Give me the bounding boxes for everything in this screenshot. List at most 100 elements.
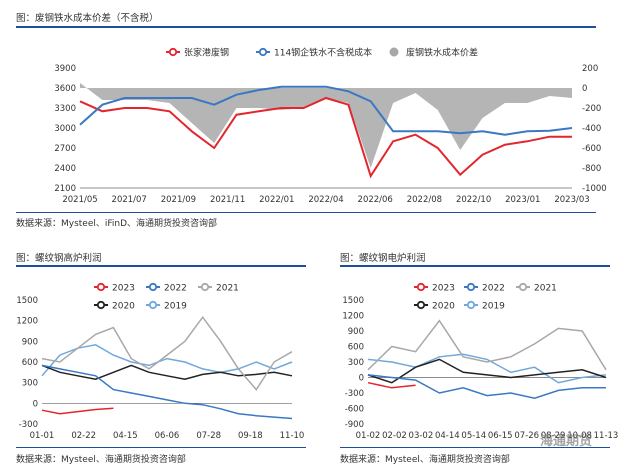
left-y-tick-label: 1200 <box>16 317 38 327</box>
right-legend-label-2023: 2023 <box>432 284 455 294</box>
left-legend-label-2020: 2020 <box>112 302 135 312</box>
top-chart-rule <box>16 26 596 28</box>
legend-label-2: 废钢铁水成本价差 <box>406 47 478 59</box>
left-series-2022 <box>41 364 293 420</box>
y-right-tick-label: 0 <box>582 84 587 94</box>
y-left-tick-label: 3900 <box>54 64 76 74</box>
right-y-tick-label: -600 <box>345 405 364 415</box>
y-left-tick-label: 2700 <box>54 144 76 154</box>
right-chart-bottom-rule <box>340 447 610 448</box>
x-tick-label: 2023/03 <box>554 195 589 205</box>
x-tick-label: 2022/08 <box>407 195 442 205</box>
right-y-tick-label: -900 <box>345 420 364 430</box>
left-x-tick-label: 06-06 <box>155 431 180 441</box>
right-x-tick-label: 11-13 <box>594 431 619 441</box>
right-legend-label-2021: 2021 <box>534 284 557 294</box>
left-chart-bottom-rule <box>16 447 306 448</box>
left-x-tick-label: 02-22 <box>71 431 96 441</box>
x-tick-label: 2022/06 <box>358 195 393 205</box>
x-tick-label: 2023/01 <box>505 195 540 205</box>
right-series-2019 <box>367 353 607 384</box>
right-x-tick-label: 03-02 <box>409 431 434 441</box>
y-right-tick-label: -1000 <box>582 184 607 194</box>
right-x-tick-label: 02-02 <box>382 431 407 441</box>
right-legend-label-2020: 2020 <box>432 302 455 312</box>
right-series-2021 <box>367 319 607 371</box>
right-series-2020 <box>367 358 607 384</box>
left-y-tick-label: 600 <box>22 358 38 368</box>
x-tick-label: 2022/04 <box>308 195 343 205</box>
left-x-tick-label: 01-01 <box>30 431 55 441</box>
right-x-tick-label: 05-14 <box>461 431 486 441</box>
left-y-tick-label: 300 <box>22 379 38 389</box>
top-chart-source: 数据来源：Mysteel、iFinD、海通期货投资咨询部 <box>16 219 218 229</box>
right-y-tick-label: 600 <box>348 343 364 353</box>
left-chart-caption: 图：螺纹钢高炉利润 <box>16 253 102 264</box>
right-x-tick-label: 07-26 <box>514 431 539 441</box>
y-left-tick-label: 3000 <box>54 124 76 134</box>
right-chart-caption: 图：螺纹钢电炉利润 <box>340 253 426 264</box>
left-legend-label-2023: 2023 <box>112 284 135 294</box>
x-tick-label: 2022/10 <box>456 195 491 205</box>
left-y-tick-label: -300 <box>19 420 38 430</box>
top-chart-bottom-rule <box>16 212 596 213</box>
right-x-tick-label: 10-08 <box>567 431 592 441</box>
x-tick-label: 2022/01 <box>259 195 294 205</box>
right-chart-rule <box>340 265 610 267</box>
x-tick-label: 2021/05 <box>62 195 97 205</box>
left-y-tick-label: 1500 <box>16 296 38 306</box>
left-y-tick-label: 900 <box>22 337 38 347</box>
right-series-2022 <box>367 374 606 399</box>
right-series-2023 <box>367 381 416 389</box>
y-right-tick-label: 200 <box>582 64 598 74</box>
right-legend-marker-2022 <box>466 282 476 292</box>
left-x-tick-label: 09-18 <box>238 431 263 441</box>
y-right-tick-label: -400 <box>582 124 601 134</box>
left-legend-marker-2023 <box>96 282 106 292</box>
left-legend-marker-2019 <box>148 300 158 310</box>
left-series-2021 <box>41 315 293 391</box>
legend-label-1: 114钢企铁水不含税成本 <box>274 47 372 59</box>
y-right-tick-label: -200 <box>582 104 601 114</box>
left-series-2023 <box>41 407 114 415</box>
series-line-hotmetal <box>79 85 573 136</box>
right-x-tick-label: 06-15 <box>488 431 513 441</box>
right-legend-marker-2023 <box>416 282 426 292</box>
right-legend-label-2022: 2022 <box>482 284 505 294</box>
left-series-2019 <box>41 344 293 377</box>
watermark-logo: 海通期货 <box>540 434 593 449</box>
series-line-scrap <box>79 96 572 179</box>
y-left-tick-label: 3600 <box>54 84 76 94</box>
left-y-tick-label: 0 <box>33 399 38 409</box>
y-left-tick-label: 2400 <box>54 164 76 174</box>
top-chart-caption: 图：废钢铁水成本价差（不含税） <box>16 13 159 24</box>
right-y-tick-label: 0 <box>359 374 364 384</box>
y-right-tick-label: -800 <box>582 164 601 174</box>
legend-marker-0 <box>168 47 178 57</box>
right-x-tick-label: 08-29 <box>541 431 566 441</box>
left-chart-source: 数据来源：Mysteel、海通期货投资咨询部 <box>16 455 186 465</box>
right-legend-marker-2019 <box>466 300 476 310</box>
x-tick-label: 2021/11 <box>210 195 245 205</box>
x-tick-label: 2021/09 <box>161 195 196 205</box>
left-x-tick-label: 11-10 <box>280 431 305 441</box>
left-legend-label-2019: 2019 <box>164 302 187 312</box>
left-legend-marker-2022 <box>148 282 158 292</box>
left-x-tick-label: 04-15 <box>113 431 138 441</box>
right-y-tick-label: 1500 <box>342 296 364 306</box>
legend-marker-1 <box>258 47 268 57</box>
y-right-tick-label: -600 <box>582 144 601 154</box>
right-legend-label-2019: 2019 <box>482 302 505 312</box>
x-tick-label: 2021/07 <box>112 195 147 205</box>
right-y-tick-label: 900 <box>348 327 364 337</box>
right-y-tick-label: 1200 <box>342 312 364 322</box>
right-legend-marker-2020 <box>416 300 426 310</box>
left-legend-label-2021: 2021 <box>216 284 239 294</box>
series-area-spread <box>80 83 572 168</box>
y-left-tick-label: 3300 <box>54 104 76 114</box>
left-series-2020 <box>41 364 293 380</box>
right-y-tick-label: -300 <box>345 389 364 399</box>
y-left-tick-label: 2100 <box>54 184 76 194</box>
right-x-tick-label: 04-14 <box>435 431 460 441</box>
